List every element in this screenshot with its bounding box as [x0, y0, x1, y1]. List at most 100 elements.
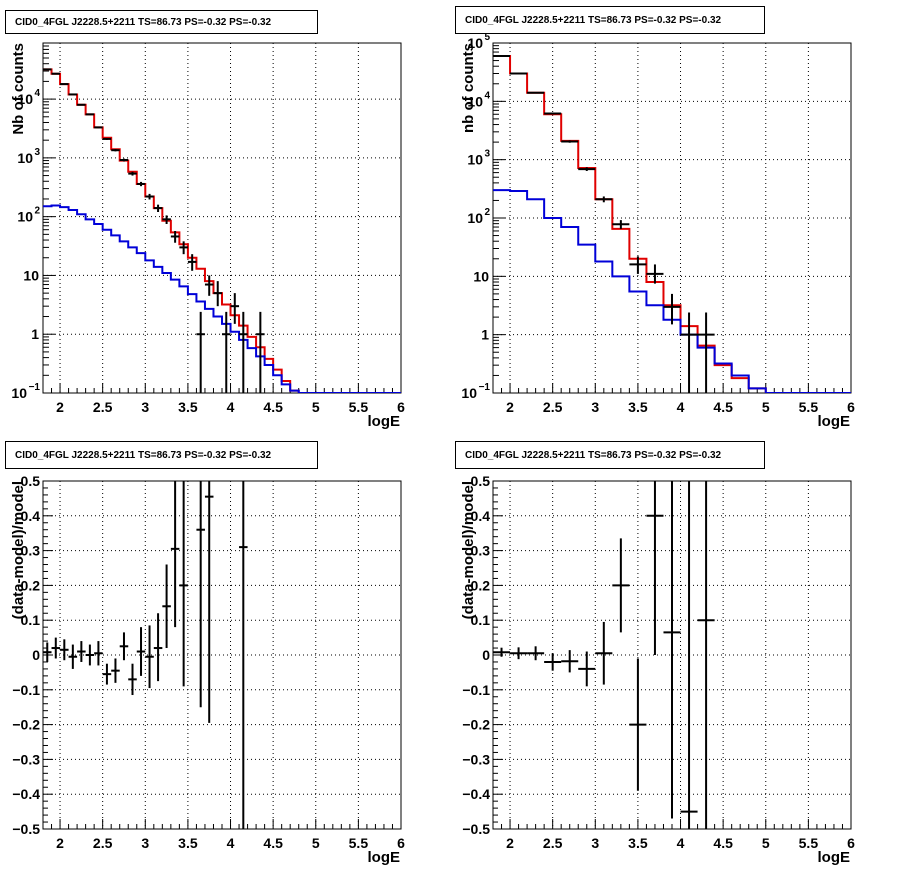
y-tick-label: 10	[467, 210, 483, 226]
y-tick-exponent: 2	[484, 207, 490, 218]
data-point	[103, 138, 112, 140]
data-point	[510, 73, 527, 74]
x-tick-label: 3	[591, 399, 599, 415]
data-point	[171, 481, 180, 627]
x-tick-label: 5	[762, 399, 770, 415]
x-tick-label: 4	[677, 399, 685, 415]
data-point	[120, 632, 129, 660]
y-tick-label: 0	[32, 647, 40, 663]
y-tick-label: −0.1	[12, 682, 40, 698]
y-tick-label: −0.4	[462, 786, 490, 802]
x-tick-label: 2.5	[93, 835, 113, 851]
data-point	[578, 652, 595, 687]
y-tick-label: 10	[11, 385, 27, 401]
x-tick-label: 5.5	[799, 835, 819, 851]
y-tick-label: 0	[482, 647, 490, 663]
x-tick-label: 2.5	[93, 399, 113, 415]
data-point	[663, 481, 680, 819]
data-point	[145, 625, 154, 688]
y-tick-label: −0.4	[12, 786, 40, 802]
data-point	[681, 312, 698, 393]
x-axis-title: logE	[818, 849, 851, 866]
data-point	[86, 645, 95, 666]
data-point	[111, 149, 120, 151]
x-tick-label: 4	[677, 835, 685, 851]
data-point	[239, 481, 248, 829]
total_model-line	[493, 56, 851, 393]
data-point	[239, 312, 248, 393]
plot-frame	[43, 43, 401, 393]
y-axis-title: (data-model)/model	[10, 481, 27, 619]
x-tick-label: 5.5	[349, 399, 369, 415]
x-tick-label: 4.5	[263, 835, 283, 851]
data-point	[52, 73, 61, 74]
data-point	[69, 94, 78, 95]
y-tick-exponent: −1	[479, 382, 491, 393]
y-tick-label: −0.1	[462, 682, 490, 698]
plot-title: CID0_4FGL J2228.5+2211 TS=86.73 PS=-0.32…	[455, 441, 765, 469]
plot-title: CID0_4FGL J2228.5+2211 TS=86.73 PS=-0.32…	[455, 6, 765, 34]
y-tick-label: 10	[461, 385, 477, 401]
x-tick-label: 3.5	[628, 399, 648, 415]
x-tick-label: 2.5	[543, 399, 563, 415]
data-point	[145, 194, 154, 200]
data-point	[698, 312, 715, 393]
data-point	[561, 140, 578, 142]
y-tick-label: −0.5	[12, 821, 40, 837]
y-tick-exponent: 2	[34, 206, 40, 217]
data-point	[231, 293, 240, 324]
y-tick-label: −0.3	[12, 751, 40, 767]
data-point	[205, 481, 214, 723]
data-point	[681, 481, 698, 829]
y-tick-label: 10	[17, 150, 33, 166]
data-point	[561, 650, 578, 672]
x-tick-label: 3.5	[628, 835, 648, 851]
x-tick-label: 5	[312, 399, 320, 415]
data-point	[86, 114, 95, 115]
data-point	[188, 254, 197, 271]
data-point	[698, 481, 715, 829]
data-point	[128, 664, 137, 695]
x-tick-label: 2	[506, 835, 514, 851]
data-point	[60, 84, 69, 85]
y-tick-label: 1	[481, 327, 489, 343]
plot-title: CID0_4FGL J2228.5+2211 TS=86.73 PS=-0.32…	[5, 441, 318, 469]
plot-area	[43, 69, 401, 393]
x-tick-label: 2	[56, 835, 64, 851]
total_model-line	[43, 69, 401, 393]
x-tick-label: 3	[141, 399, 149, 415]
y-tick-label: 10	[23, 267, 39, 283]
x-tick-label: 2.5	[543, 835, 563, 851]
data-point	[103, 664, 112, 685]
data-point	[196, 481, 205, 707]
y-tick-label: −0.2	[12, 717, 40, 733]
y-tick-exponent: 4	[34, 88, 40, 99]
data-point	[111, 658, 120, 682]
data-point	[510, 647, 527, 659]
y-axis-title: Nb of counts	[10, 43, 27, 135]
data-point	[60, 639, 69, 660]
x-tick-label: 3	[141, 835, 149, 851]
x-axis-title: logE	[368, 413, 401, 430]
x-tick-label: 5.5	[349, 835, 369, 851]
data-point	[43, 69, 52, 70]
y-tick-label: −0.3	[462, 751, 490, 767]
y-tick-exponent: −1	[29, 382, 41, 393]
y-tick-exponent: 4	[484, 90, 490, 101]
data-point	[154, 205, 163, 212]
data-point	[612, 220, 629, 229]
data-point	[527, 92, 544, 93]
data-point	[646, 481, 663, 655]
x-tick-label: 5	[762, 835, 770, 851]
x-tick-label: 5.5	[799, 399, 819, 415]
y-tick-exponent: 3	[34, 147, 40, 158]
y-tick-label: 10	[467, 152, 483, 168]
x-tick-label: 2	[56, 399, 64, 415]
data-point	[205, 275, 214, 295]
data-point	[629, 658, 646, 790]
y-tick-label: 1	[31, 326, 39, 342]
x-tick-label: 4	[227, 835, 235, 851]
